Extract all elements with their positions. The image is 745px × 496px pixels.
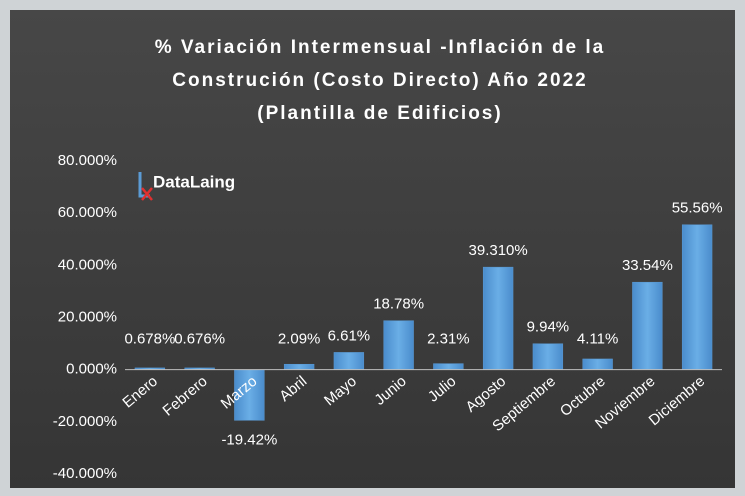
- y-tick-label: -40.000%: [53, 465, 117, 482]
- bar: [532, 343, 564, 370]
- bar: [433, 363, 464, 370]
- bar: [234, 369, 265, 421]
- bar: [482, 266, 514, 370]
- value-label: 6.61%: [328, 327, 371, 344]
- value-label: 39.310%: [469, 242, 528, 259]
- value-label: 9.94%: [527, 319, 570, 336]
- y-tick-label: 60.000%: [58, 204, 117, 221]
- y-tick-label: 40.000%: [58, 256, 117, 273]
- chart-title-line: Construción (Costo Directo) Año 2022: [172, 70, 587, 91]
- y-tick-label: -20.000%: [53, 413, 117, 430]
- y-tick-label: 0.000%: [66, 361, 117, 378]
- value-label: 55.56%: [672, 200, 723, 217]
- value-label: 33.54%: [622, 257, 673, 274]
- value-label: 0.676%: [174, 331, 225, 348]
- value-label: -19.42%: [221, 431, 277, 448]
- value-label: 2.31%: [427, 331, 470, 348]
- bar: [582, 358, 613, 370]
- value-label: 2.09%: [278, 331, 321, 348]
- y-tick-label: 80.000%: [58, 152, 117, 169]
- bar: [383, 320, 414, 370]
- value-label: 4.11%: [577, 331, 618, 348]
- y-tick-label: 20.000%: [58, 308, 117, 325]
- logo-text: DataLaing: [153, 172, 235, 191]
- chart-background: [10, 10, 735, 488]
- chart-title-line: % Variación Intermensual -Inflación de l…: [155, 37, 606, 58]
- logo-icon-x: [141, 187, 153, 201]
- value-label: 18.78%: [373, 296, 424, 313]
- value-label: 0.678%: [124, 331, 175, 348]
- bar: [681, 224, 713, 370]
- bar: [283, 363, 315, 370]
- bar: [333, 352, 365, 370]
- chart-title-line: (Plantilla de Edificios): [257, 103, 502, 124]
- bar: [632, 281, 663, 370]
